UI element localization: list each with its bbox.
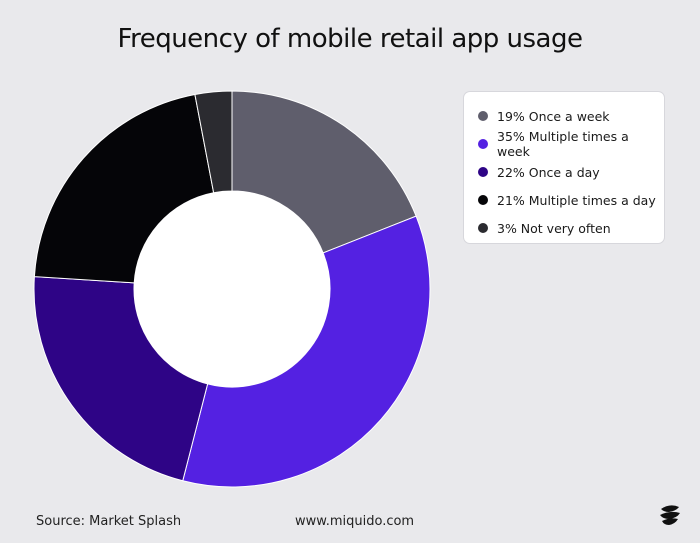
chart-legend: 19% Once a week 35% Multiple times a week…	[464, 92, 664, 243]
source-note: Source: Market Splash	[36, 514, 182, 529]
legend-item: 19% Once a week	[478, 102, 664, 130]
legend-label: 21% Multiple times a day	[497, 192, 656, 208]
legend-swatch	[478, 167, 488, 177]
legend-swatch	[478, 111, 488, 121]
miquido-logo-icon	[660, 505, 680, 525]
legend-label: 35% Multiple times a week	[497, 129, 629, 159]
chart-title: Frequency of mobile retail app usage	[117, 24, 583, 54]
legend-item: 22% Once a day	[478, 158, 664, 186]
legend-label: 22% Once a day	[497, 164, 600, 180]
legend-swatch	[478, 139, 488, 149]
legend-item: 21% Multiple times a day	[478, 186, 664, 214]
website-link[interactable]: www.miquido.com	[295, 514, 415, 529]
legend-swatch	[478, 195, 488, 205]
legend-item: 3% Not very often	[478, 214, 664, 242]
legend-label: 19% Once a week	[497, 108, 610, 124]
legend-swatch	[478, 223, 488, 233]
legend-item: 35% Multiple times a week	[478, 129, 664, 159]
donut-hole	[134, 191, 330, 387]
legend-label: 3% Not very often	[497, 220, 611, 236]
